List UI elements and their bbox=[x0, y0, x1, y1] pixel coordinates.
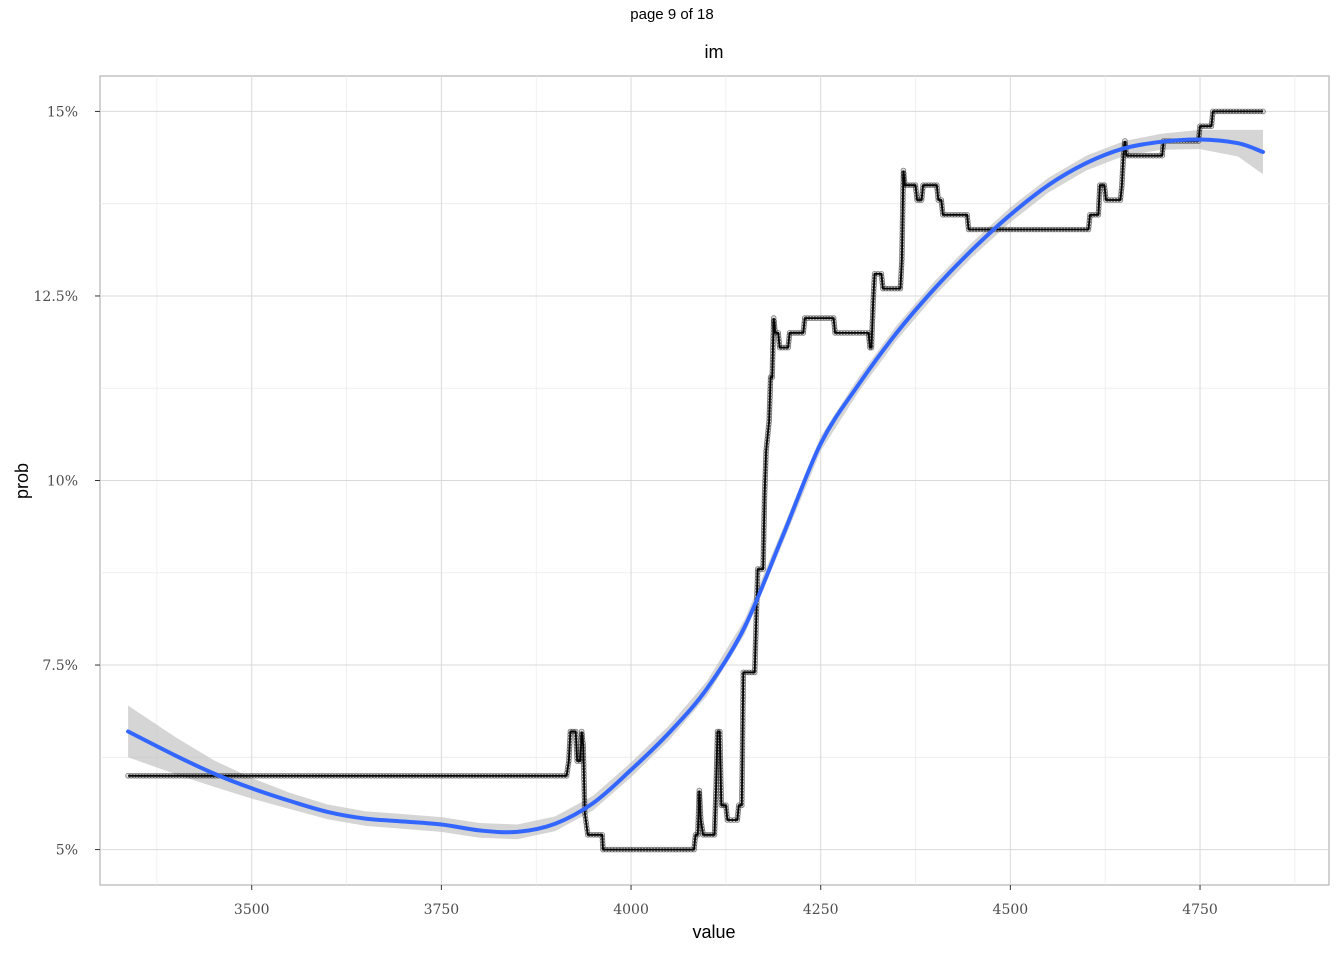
data-point bbox=[1219, 108, 1225, 115]
data-point bbox=[1103, 197, 1109, 203]
data-point bbox=[891, 285, 898, 292]
data-point bbox=[1106, 197, 1112, 203]
data-point bbox=[920, 182, 926, 189]
data-point bbox=[899, 244, 905, 251]
data-point bbox=[1245, 108, 1252, 115]
data-point bbox=[718, 790, 724, 797]
data-point bbox=[810, 315, 817, 321]
data-point bbox=[1197, 123, 1203, 129]
x-axis-ticks: 3500 3750 4000 4250 4500 4750 bbox=[234, 885, 1218, 918]
data-point bbox=[767, 374, 774, 381]
data-point bbox=[590, 831, 597, 838]
data-point bbox=[700, 831, 706, 838]
data-point bbox=[717, 746, 723, 752]
data-point bbox=[746, 669, 752, 676]
confidence-band-area bbox=[128, 129, 1264, 840]
data-point bbox=[882, 285, 889, 292]
confidence-band bbox=[128, 129, 1264, 840]
data-point bbox=[718, 784, 724, 791]
y-axis-ticks: 5% 7.5% 10% 12.5% 15% bbox=[34, 104, 100, 859]
data-point bbox=[587, 831, 594, 838]
data-point bbox=[899, 203, 906, 209]
data-point bbox=[1049, 226, 1056, 233]
data-point bbox=[760, 551, 767, 558]
chart-title: im bbox=[705, 42, 724, 62]
x-tick-label: 3750 bbox=[424, 902, 460, 918]
data-point bbox=[899, 238, 905, 245]
data-point bbox=[1202, 123, 1209, 129]
data-point bbox=[899, 232, 906, 239]
data-point bbox=[717, 740, 723, 747]
data-point bbox=[899, 214, 906, 221]
data-point bbox=[900, 197, 906, 203]
data-point bbox=[705, 831, 712, 838]
x-tick-label: 4750 bbox=[1182, 902, 1218, 918]
data-point bbox=[819, 315, 825, 321]
x-tick-label: 4000 bbox=[613, 902, 649, 918]
data-point bbox=[761, 501, 768, 507]
step-series bbox=[128, 110, 1263, 851]
data-point bbox=[867, 344, 873, 351]
data-point bbox=[713, 769, 720, 776]
data-point bbox=[880, 285, 886, 292]
data-point bbox=[1233, 108, 1240, 115]
data-point bbox=[899, 226, 906, 233]
y-tick-label: 15% bbox=[47, 104, 78, 120]
data-point bbox=[1239, 108, 1246, 115]
data-point bbox=[807, 315, 814, 321]
y-tick-label: 7.5% bbox=[42, 658, 78, 674]
y-axis-title: prob bbox=[12, 463, 32, 499]
data-point bbox=[1153, 152, 1159, 159]
data-point bbox=[1224, 108, 1231, 115]
data-point bbox=[816, 315, 822, 321]
smooth-series bbox=[126, 137, 1265, 835]
y-tick-label: 10% bbox=[47, 474, 78, 490]
data-point bbox=[899, 209, 906, 215]
data-point bbox=[1227, 108, 1234, 115]
data-point bbox=[740, 669, 747, 676]
step-points bbox=[125, 108, 1266, 853]
data-point bbox=[1141, 152, 1148, 159]
data-point bbox=[584, 831, 591, 838]
data-point bbox=[1132, 152, 1139, 159]
x-tick-label: 4500 bbox=[993, 902, 1029, 918]
data-point bbox=[770, 327, 777, 333]
step-line bbox=[128, 110, 1263, 851]
data-point bbox=[769, 350, 776, 357]
x-axis-title: value bbox=[692, 922, 735, 942]
data-point bbox=[760, 545, 767, 552]
smooth-line bbox=[126, 137, 1265, 835]
data-point bbox=[885, 285, 892, 292]
data-point bbox=[1260, 108, 1266, 115]
data-point bbox=[1251, 108, 1257, 115]
y-tick-label: 5% bbox=[56, 843, 78, 859]
data-point bbox=[824, 315, 831, 321]
data-point bbox=[761, 507, 768, 513]
data-point bbox=[1257, 108, 1263, 115]
data-point bbox=[760, 530, 767, 537]
data-point bbox=[801, 315, 808, 321]
data-point bbox=[1213, 108, 1219, 115]
data-point bbox=[899, 220, 906, 227]
data-point bbox=[1111, 197, 1118, 203]
x-tick-label: 3500 bbox=[234, 902, 270, 918]
page-label: page 9 of 18 bbox=[630, 6, 714, 23]
data-point bbox=[770, 338, 776, 345]
y-tick-label: 12.5% bbox=[34, 289, 78, 305]
data-point bbox=[1108, 197, 1115, 203]
x-tick-label: 4250 bbox=[803, 902, 839, 918]
data-point bbox=[1087, 212, 1093, 218]
data-point bbox=[813, 315, 820, 321]
